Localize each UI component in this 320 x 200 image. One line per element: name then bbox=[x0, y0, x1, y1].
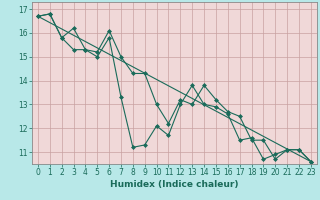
X-axis label: Humidex (Indice chaleur): Humidex (Indice chaleur) bbox=[110, 180, 239, 189]
